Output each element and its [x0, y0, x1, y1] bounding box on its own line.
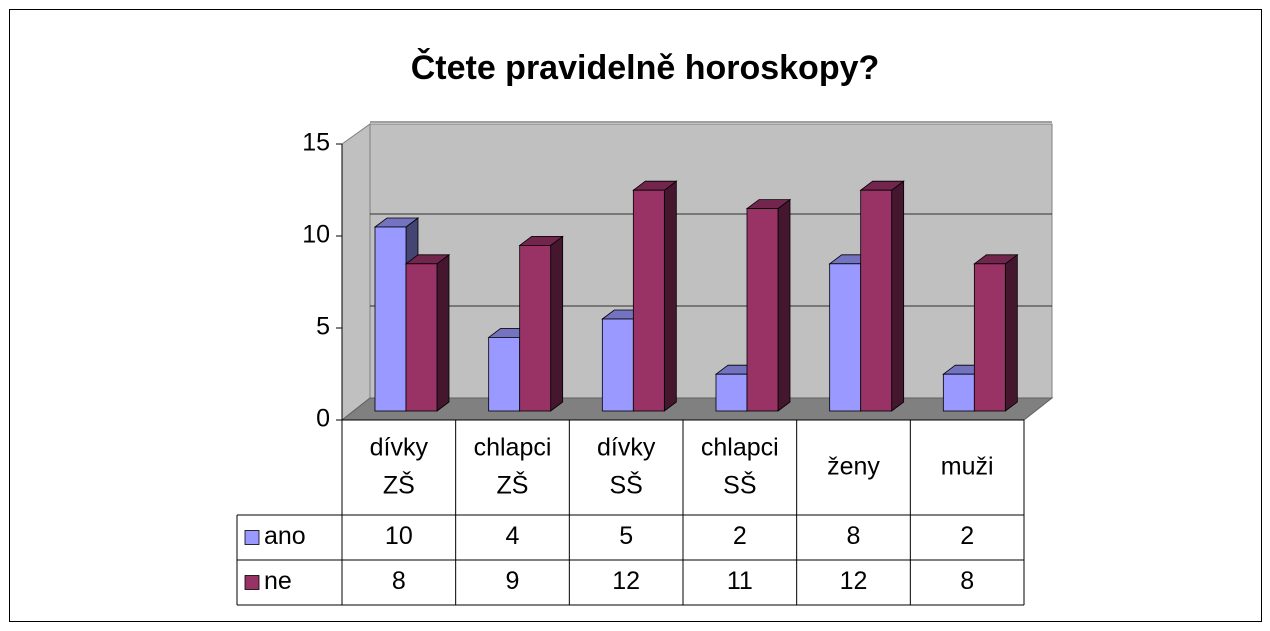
bar-side: [436, 254, 450, 412]
category-line: SŠ: [609, 470, 642, 499]
table-value: 4: [506, 522, 520, 550]
table-value: 10: [385, 522, 413, 550]
bar: [488, 336, 521, 412]
category-label: muži: [941, 452, 994, 480]
table-value: 2: [960, 522, 974, 550]
category-label: dívky ZŠ: [370, 433, 429, 499]
category-line: muži: [941, 452, 994, 480]
bar-side: [1004, 254, 1018, 412]
bar: [374, 226, 407, 412]
y-tick-label: 10: [302, 221, 330, 249]
bar: [860, 189, 893, 412]
legend-label: ano: [264, 522, 306, 550]
category-line: ZŠ: [383, 470, 415, 499]
bar: [519, 244, 552, 412]
category-line: ženy: [827, 452, 880, 480]
bar-side: [663, 180, 677, 412]
bar: [942, 373, 975, 412]
y-tick-label: 0: [316, 405, 330, 433]
y-tick-label: 5: [316, 313, 330, 341]
y-tick-label: 15: [302, 129, 330, 157]
table-value: 9: [506, 567, 520, 595]
bar: [601, 318, 634, 412]
table-value: 8: [960, 567, 974, 595]
bar-side: [550, 235, 564, 412]
category-line: chlapci: [701, 433, 779, 461]
legend-key: [244, 575, 260, 590]
bar: [715, 373, 748, 412]
category-label: chlapci ZŠ: [474, 433, 552, 499]
category-line: ZŠ: [497, 470, 529, 499]
legend-label: ne: [264, 567, 292, 595]
table-value: 8: [847, 522, 861, 550]
bar: [829, 263, 862, 412]
bar-side: [777, 198, 791, 412]
category-line: dívky: [370, 433, 429, 461]
category-label: dívky SŠ: [597, 433, 656, 499]
table-value: 12: [612, 567, 640, 595]
chart-title: Čtete pravidelně horoskopy?: [411, 48, 880, 87]
table-value: 12: [840, 567, 868, 595]
category-label: ženy: [827, 452, 880, 480]
bar: [405, 263, 438, 412]
category-label: chlapci SŠ: [701, 433, 779, 499]
legend-key: [244, 530, 260, 545]
bar: [746, 208, 779, 412]
table-value: 11: [727, 567, 753, 595]
category-line: dívky: [597, 433, 656, 461]
back-wall: [369, 123, 1053, 399]
table-value: 5: [619, 522, 633, 550]
bar: [632, 189, 665, 412]
side-wall: [341, 123, 371, 422]
bar: [973, 263, 1006, 412]
table-value: 8: [392, 567, 406, 595]
bar-side: [891, 180, 905, 412]
category-line: SŠ: [723, 470, 756, 499]
table-value: 2: [733, 522, 747, 550]
category-line: chlapci: [474, 433, 552, 461]
